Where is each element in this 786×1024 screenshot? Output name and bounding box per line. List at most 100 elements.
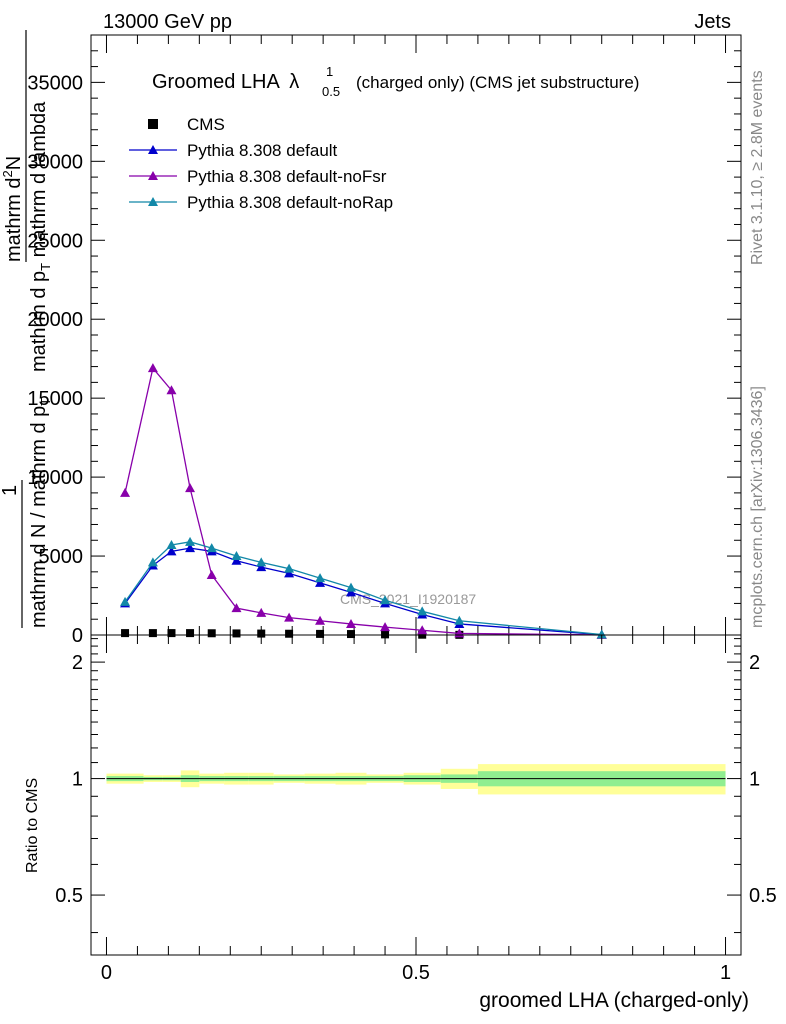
ratio-plot-frame xyxy=(90,634,742,956)
series-0-point xyxy=(381,630,390,639)
series-3-point xyxy=(315,573,326,583)
main-series-group xyxy=(120,363,607,639)
series-3-point xyxy=(166,540,177,549)
ratio-plot-panel: 0.5 0.51 12 2 0 0.5 1 Ratio to CMS groomed LH… xyxy=(24,634,777,1012)
series-2-point xyxy=(231,603,242,613)
series-3-point xyxy=(284,563,295,573)
main-plot-panel: 0 5000 10000 15000 20000 25000 30000 35000 CMS_… xyxy=(0,30,742,647)
series-2-point xyxy=(346,618,356,628)
ratio-y-tick-label-right: 0.5 xyxy=(749,885,777,907)
legend-label-3: Pythia 8.308 default-noRap xyxy=(187,193,393,212)
title-sup: 1 xyxy=(326,64,333,79)
series-2-point xyxy=(417,625,428,635)
series-0-point xyxy=(257,629,266,638)
category-label: Jets xyxy=(694,11,731,33)
ratio-bands xyxy=(106,764,726,795)
title-sub: 0.5 xyxy=(322,84,340,99)
series-0-point xyxy=(121,629,130,638)
legend-label-1: Pythia 8.308 default xyxy=(187,141,338,160)
legend-label-2: Pythia 8.308 default-noFsr xyxy=(187,167,387,186)
ratio-y-tick-label: 2 xyxy=(72,652,83,674)
title-lambda: λ xyxy=(289,71,299,93)
series-0-point xyxy=(316,629,325,638)
series-3-point xyxy=(185,536,196,546)
legend-marker-3 xyxy=(148,197,158,206)
series-3-point xyxy=(596,629,607,639)
series-1-point xyxy=(256,562,267,572)
ylabel-frac-num: 1 xyxy=(0,485,21,496)
legend-label-0: CMS xyxy=(187,115,225,134)
x-tick-label: 0 xyxy=(101,962,112,984)
series-3-point xyxy=(454,615,465,625)
series-3-line xyxy=(124,541,602,636)
ratio-y-tick-label-right: 2 xyxy=(749,652,760,674)
main-y-tick-label: 10000 xyxy=(27,467,83,489)
x-tick-label: 0.5 xyxy=(402,962,430,984)
series-1-point xyxy=(166,546,177,556)
ylabel-num-1: mathrm d2N xyxy=(0,156,25,262)
legend-marker-0 xyxy=(148,119,158,129)
energy-label: 13000 GeV pp xyxy=(103,11,232,33)
main-y-tick-label: 0 xyxy=(72,625,83,647)
series-1-point xyxy=(231,555,242,565)
series-1-line xyxy=(124,547,602,636)
x-tick-label: 1 xyxy=(720,962,731,984)
legend: CMS Pythia 8.308 default Pythia 8.308 defa… xyxy=(129,115,393,212)
main-y-axis: 0 5000 10000 15000 20000 25000 30000 35000 xyxy=(27,34,741,647)
series-0-point xyxy=(347,630,355,639)
title-main: Groomed LHA xyxy=(152,71,280,93)
title-rest: (charged only) (CMS jet substructure) xyxy=(356,73,639,92)
series-2-line xyxy=(124,366,602,636)
series-1-point xyxy=(284,568,295,578)
series-0-point xyxy=(186,629,195,638)
main-y-tick-label: 5000 xyxy=(39,546,84,568)
main-y-tick-label: 25000 xyxy=(27,230,83,252)
main-y-tick-label: 30000 xyxy=(27,151,83,173)
watermark: CMS_2021_I1920187 xyxy=(340,591,476,607)
series-3-point xyxy=(206,543,217,553)
legend-marker-2 xyxy=(148,171,158,180)
series-3-point xyxy=(256,557,267,567)
series-3-point xyxy=(147,557,158,567)
series-2-point xyxy=(256,607,267,617)
ylabel-frac-den: mathrm d N / mathrm d pT xyxy=(28,398,53,628)
series-3-point xyxy=(380,595,391,605)
series-2-point xyxy=(380,622,391,632)
series-3-point xyxy=(231,551,242,561)
series-0-point xyxy=(167,629,176,638)
ratio-y-axis-label: Ratio to CMS xyxy=(24,778,41,873)
series-3-point xyxy=(120,596,131,606)
ratio-y-tick-label-right: 1 xyxy=(749,769,760,791)
main-y-tick-label: 35000 xyxy=(27,72,83,94)
legend-marker-1 xyxy=(148,145,158,154)
mcplots-label: mcplots.cern.ch [arXiv:1306.3436] xyxy=(749,386,766,628)
main-y-tick-label: 15000 xyxy=(27,388,83,410)
main-y-tick-label: 20000 xyxy=(27,309,83,331)
series-0-point xyxy=(148,629,157,638)
series-2-point xyxy=(284,612,295,622)
main-y-axis-label: mathrm d2N mathrm d pT mathrm d lambda 1… xyxy=(0,30,53,628)
series-2-point xyxy=(166,385,177,395)
series-2-point xyxy=(120,487,131,497)
series-2-point xyxy=(185,483,196,493)
series-3-point xyxy=(417,606,428,616)
series-1-point xyxy=(315,577,326,587)
series-1-point xyxy=(346,587,356,597)
rivet-label: Rivet 3.1.10, ≥ 2.8M events xyxy=(749,70,766,265)
ratio-y-tick-label: 0.5 xyxy=(55,885,83,907)
ratio-y-axis: 0.5 0.5 1 1 2 2 xyxy=(55,638,777,934)
x-axis-label: groomed LHA (charged-only) xyxy=(479,989,749,1012)
ratio-y-tick-label: 1 xyxy=(72,769,83,791)
series-0-point xyxy=(232,629,241,638)
ylabel-den-1: mathrm d pT mathrm d lambda xyxy=(28,101,53,372)
series-0-point xyxy=(285,629,294,638)
ratio-x-axis: 0 0.5 1 xyxy=(101,635,731,984)
series-2-point xyxy=(206,570,217,579)
series-0-point xyxy=(207,629,216,638)
series-2-point xyxy=(315,615,326,625)
main-x-axis xyxy=(105,35,727,635)
series-2-point xyxy=(147,363,158,373)
series-1-point xyxy=(185,543,196,553)
series-3-point xyxy=(346,582,356,592)
